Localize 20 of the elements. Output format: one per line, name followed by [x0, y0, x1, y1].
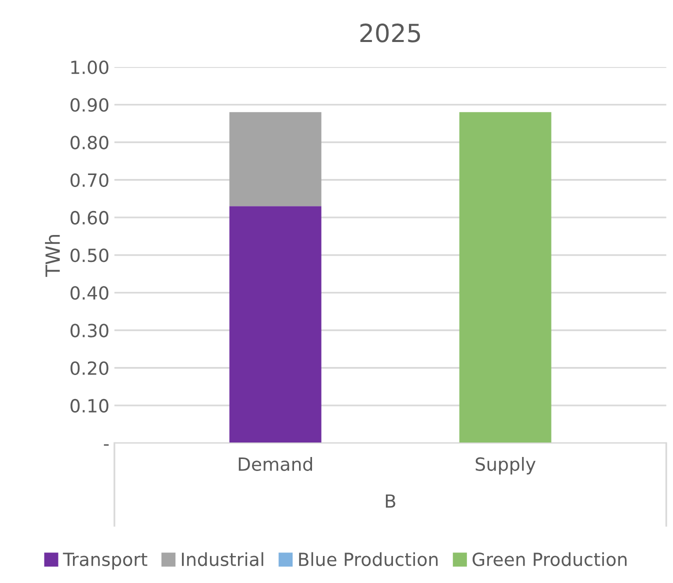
y-tick-label: 0.50 [70, 248, 108, 262]
y-tick-label: 0.60 [70, 210, 108, 225]
y-tick-label: - [104, 444, 109, 446]
legend-label: Blue Production [299, 552, 438, 566]
x-axis-title: B [386, 494, 396, 508]
x-tick-label: Supply [476, 456, 536, 474]
y-tick-label: 0.80 [70, 136, 108, 150]
legend-label: Industrial [182, 552, 264, 566]
y-tick-label: 0.90 [70, 98, 108, 112]
legend-label: Transport [62, 552, 148, 570]
y-tick-label: 0.40 [70, 286, 108, 300]
y-tick-label: 0.70 [70, 173, 108, 187]
chart-title: 2025 [360, 23, 420, 42]
y-tick-label: 0.10 [70, 398, 108, 413]
legend-label: Green Production [472, 552, 627, 566]
y-tick-label: 0.30 [70, 324, 108, 338]
y-tick-label: 1.00 [71, 60, 108, 74]
y-axis-title: TWh [44, 235, 60, 277]
y-tick-label: 0.20 [70, 361, 108, 375]
x-tick-label: Demand [238, 456, 312, 471]
